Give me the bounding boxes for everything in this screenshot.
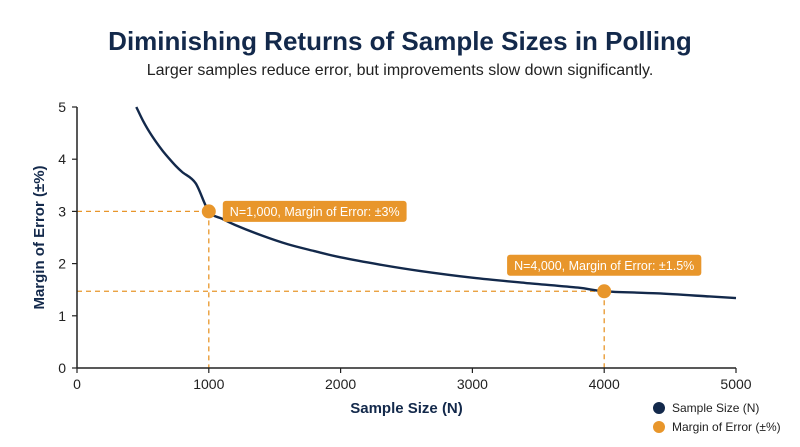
highlight-points: N=1,000, Margin of Error: ±3% N=4,000, Ma… — [201, 200, 702, 299]
callout-box — [222, 200, 407, 222]
y-tick-label: 5 — [58, 99, 66, 115]
x-axis-label: Sample Size (N) — [350, 400, 463, 417]
y-tick-label: 1 — [58, 308, 66, 324]
highlight-point — [597, 284, 612, 299]
guide-lines — [77, 210, 605, 368]
callout: N=1,000, Margin of Error: ±3% — [222, 200, 407, 222]
chart-subtitle: Larger samples reduce error, but improve… — [146, 62, 654, 79]
chart-title: Diminishing Returns of Sample Sizes in P… — [108, 26, 692, 56]
legend: Sample Size (N) Margin of Error (±%) — [653, 401, 781, 434]
x-tick-label: 4000 — [589, 376, 620, 392]
legend-item-highlights: Margin of Error (±%) — [653, 420, 781, 434]
callout-box — [507, 254, 702, 276]
legend-dot-series — [653, 402, 665, 414]
y-tick-label: 0 — [58, 360, 66, 376]
y-tick-label: 3 — [58, 203, 66, 219]
y-axis-ticks: 0 1 2 3 4 5 — [58, 99, 77, 376]
legend-label-highlights: Margin of Error (±%) — [672, 420, 781, 434]
legend-item-series: Sample Size (N) — [653, 401, 759, 415]
legend-dot-highlights — [653, 421, 665, 433]
callout-label: N=1,000, Margin of Error: ±3% — [230, 205, 400, 219]
x-tick-label: 5000 — [720, 376, 751, 392]
y-axis-label: Margin of Error (±%) — [31, 165, 48, 309]
x-tick-label: 3000 — [457, 376, 488, 392]
series-line — [135, 106, 737, 300]
axes — [76, 107, 736, 369]
callout-label: N=4,000, Margin of Error: ±1.5% — [514, 259, 694, 273]
callout: N=4,000, Margin of Error: ±1.5% — [507, 254, 702, 276]
x-tick-label: 0 — [73, 376, 81, 392]
x-tick-label: 2000 — [325, 376, 356, 392]
legend-label-series: Sample Size (N) — [672, 401, 759, 415]
y-tick-label: 4 — [58, 151, 66, 167]
x-axis-ticks: 0 1000 2000 3000 4000 5000 — [73, 368, 752, 392]
highlight-point — [201, 204, 216, 219]
x-tick-label: 1000 — [193, 376, 224, 392]
y-tick-label: 2 — [58, 256, 66, 272]
